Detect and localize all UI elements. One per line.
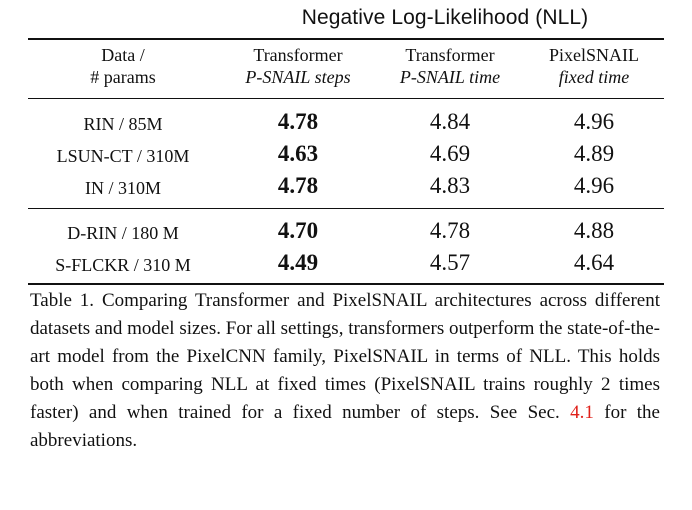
row-label: IN / 310M [85, 178, 161, 198]
caption-tail: for the abbreviations. [30, 402, 660, 451]
bottom-rule [28, 283, 664, 285]
table-row: LSUN-CT / 310M 4.63 4.69 4.89 [0, 138, 692, 170]
column-header-line1: Transformer [253, 45, 343, 65]
value-cell: 4.84 [429, 109, 471, 134]
value-cell: 4.83 [429, 173, 471, 198]
column-header-line2: fixed time [558, 67, 630, 87]
value-cell: 4.96 [573, 173, 615, 198]
value-cell: 4.78 [277, 173, 319, 198]
column-header-data: Data / # params [28, 44, 218, 88]
table-row: D-RIN / 180 M 4.70 4.78 4.88 [0, 215, 692, 247]
top-rule [28, 38, 664, 40]
value-cell: 4.64 [573, 250, 615, 275]
value-cell: 4.89 [573, 141, 615, 166]
column-header-transformer-steps: Transformer P-SNAIL steps [222, 44, 374, 88]
row-label: D-RIN / 180 M [67, 223, 179, 243]
value-cell: 4.88 [573, 218, 615, 243]
value-cell: 4.78 [277, 109, 319, 134]
column-header-line1: Data / [101, 45, 145, 65]
row-label: RIN / 85M [83, 114, 163, 134]
table-row: S-FLCKR / 310 M 4.49 4.57 4.64 [0, 247, 692, 279]
value-cell: 4.78 [429, 218, 471, 243]
value-cell: 4.69 [429, 141, 471, 166]
value-cell: 4.49 [277, 250, 319, 275]
column-header-transformer-time: Transformer P-SNAIL time [374, 44, 526, 88]
column-header-line1: Transformer [405, 45, 495, 65]
column-header-line2: # params [90, 67, 156, 87]
caption-text: Table 1. Comparing Transformer and Pixel… [30, 290, 660, 423]
table-row: IN / 310M 4.78 4.83 4.96 [0, 170, 692, 202]
column-header-line2: P-SNAIL steps [245, 67, 351, 87]
header-rule [28, 98, 664, 99]
value-cell: 4.63 [277, 141, 319, 166]
row-label: S-FLCKR / 310 M [55, 255, 191, 275]
value-cell: 4.57 [429, 250, 471, 275]
value-cell: 4.96 [573, 109, 615, 134]
table-caption: Table 1. Comparing Transformer and Pixel… [30, 287, 660, 455]
column-header-pixelsnail: PixelSNAIL fixed time [518, 44, 670, 88]
column-header-line1: PixelSNAIL [549, 45, 639, 65]
section-reference-link[interactable]: 4.1 [570, 402, 594, 423]
group-rule [28, 208, 664, 209]
table-row: RIN / 85M 4.78 4.84 4.96 [0, 106, 692, 138]
table-super-header: Negative Log-Likelihood (NLL) [301, 6, 589, 29]
row-label: LSUN-CT / 310M [56, 146, 190, 166]
value-cell: 4.70 [277, 218, 319, 243]
column-header-line2: P-SNAIL time [399, 67, 501, 87]
